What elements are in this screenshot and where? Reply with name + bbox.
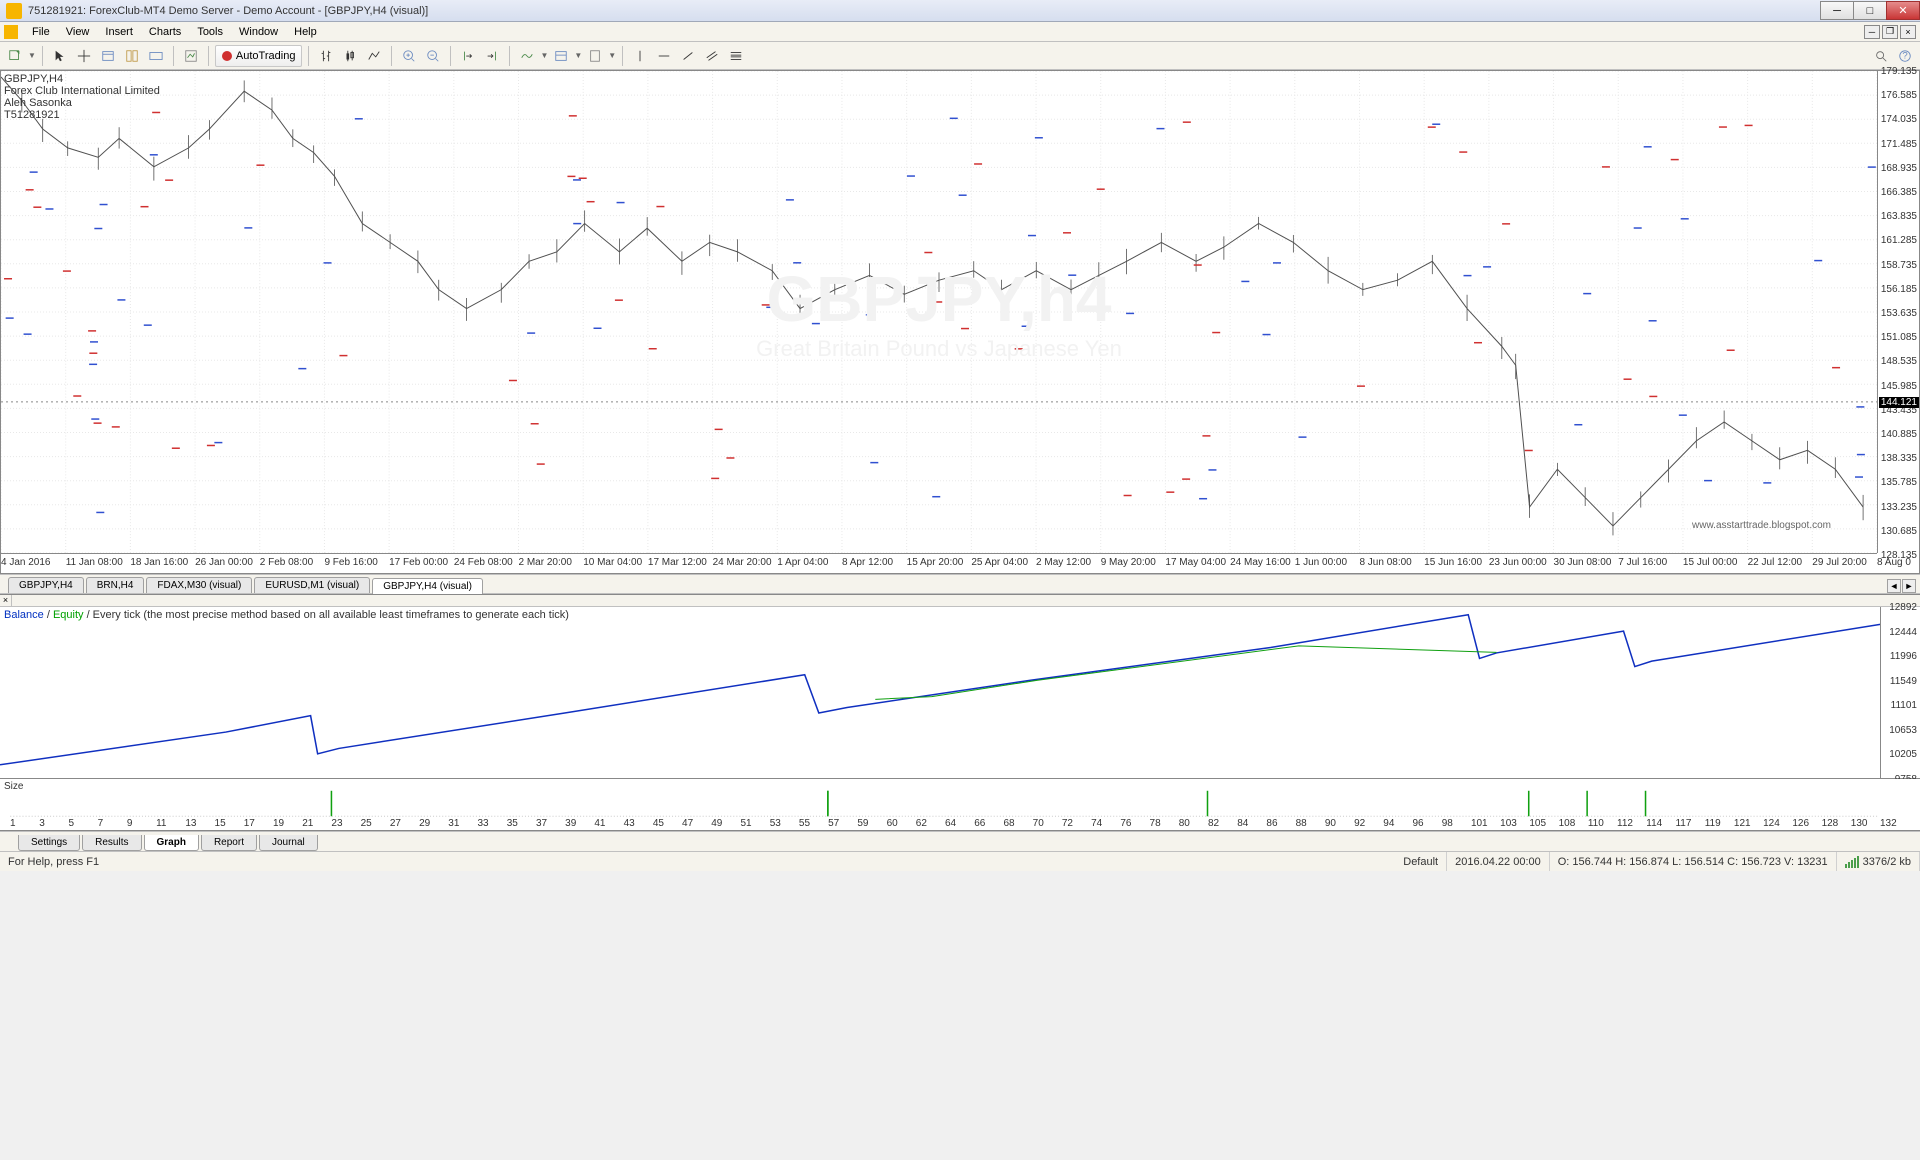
equity-chart[interactable]: Balance / Equity / Every tick (the most …	[0, 607, 1920, 779]
toolbar: ▼ AutoTrading ▼ ▼ ▼ ?	[0, 42, 1920, 70]
title-bar: 751281921: ForexClub-MT4 Demo Server - D…	[0, 0, 1920, 22]
tester-tab-report[interactable]: Report	[201, 835, 257, 851]
fibonacci-button[interactable]	[725, 45, 747, 67]
tester-panel: × Balance / Equity / Every tick (the mos…	[0, 594, 1920, 851]
terminal-button[interactable]	[145, 45, 167, 67]
chart-tab[interactable]: GBPJPY,H4 (visual)	[372, 578, 483, 594]
maximize-button[interactable]: □	[1853, 1, 1887, 20]
market-watch-button[interactable]	[97, 45, 119, 67]
strategy-tester-button[interactable]	[180, 45, 202, 67]
autotrading-label: AutoTrading	[236, 50, 296, 62]
app-icon	[6, 3, 22, 19]
size-x-axis: 1357911131517192123252729313335373941434…	[10, 816, 1880, 830]
mdi-close-button[interactable]: ×	[1900, 25, 1916, 39]
status-ohlcv: O: 156.744 H: 156.874 L: 156.514 C: 156.…	[1550, 852, 1837, 871]
menu-insert[interactable]: Insert	[97, 24, 141, 40]
templates-button[interactable]	[584, 45, 606, 67]
candle-chart-button[interactable]	[339, 45, 361, 67]
autotrading-button[interactable]: AutoTrading	[215, 45, 303, 67]
auto-scroll-button[interactable]	[481, 45, 503, 67]
chart-tab[interactable]: BRN,H4	[86, 577, 145, 593]
status-help: For Help, press F1	[0, 852, 1395, 871]
timeframes-button[interactable]	[550, 45, 572, 67]
tab-scroll-button[interactable]: ◄	[1887, 579, 1901, 593]
zoom-out-button[interactable]	[422, 45, 444, 67]
menu-bar: FileViewInsertChartsToolsWindowHelp ─ ❐ …	[0, 22, 1920, 42]
status-connection[interactable]: 3376/2 kb	[1837, 852, 1920, 871]
menu-help[interactable]: Help	[286, 24, 325, 40]
line-chart-button[interactable]	[363, 45, 385, 67]
help-icon[interactable]: ?	[1894, 45, 1916, 67]
connection-bars-icon	[1845, 856, 1859, 868]
autotrading-status-icon	[222, 51, 232, 61]
menu-charts[interactable]: Charts	[141, 24, 189, 40]
tester-close-button[interactable]: ×	[0, 595, 12, 606]
trendline-button[interactable]	[677, 45, 699, 67]
cursor-button[interactable]	[49, 45, 71, 67]
chart-tab[interactable]: EURUSD,M1 (visual)	[254, 577, 370, 593]
tester-tab-settings[interactable]: Settings	[18, 835, 80, 851]
status-datetime: 2016.04.22 00:00	[1447, 852, 1550, 871]
tester-tabs: SettingsResultsGraphReportJournal	[0, 831, 1920, 851]
indicators-button[interactable]	[516, 45, 538, 67]
horizontal-line-button[interactable]	[653, 45, 675, 67]
menu-view[interactable]: View	[58, 24, 98, 40]
price-chart[interactable]: GBPJPY,h4 Great Britain Pound vs Japanes…	[0, 70, 1920, 574]
tester-tab-graph[interactable]: Graph	[144, 835, 199, 851]
menu-tools[interactable]: Tools	[189, 24, 231, 40]
minimize-button[interactable]: ─	[1820, 1, 1854, 20]
mdi-restore-button[interactable]: ❐	[1882, 25, 1898, 39]
status-bar: For Help, press F1 Default 2016.04.22 00…	[0, 851, 1920, 871]
mdi-minimize-button[interactable]: ─	[1864, 25, 1880, 39]
chart-tab[interactable]: FDAX,M30 (visual)	[146, 577, 252, 593]
blog-url-text: www.asstarttrade.blogspot.com	[1692, 520, 1831, 531]
new-chart-button[interactable]	[4, 45, 26, 67]
crosshair-button[interactable]	[73, 45, 95, 67]
chart-tabs: GBPJPY,H4BRN,H4FDAX,M30 (visual)EURUSD,M…	[0, 574, 1920, 594]
tester-tab-journal[interactable]: Journal	[259, 835, 318, 851]
menu-window[interactable]: Window	[231, 24, 286, 40]
svg-text:?: ?	[1902, 50, 1907, 61]
vertical-line-button[interactable]	[629, 45, 651, 67]
equity-y-axis: 128921244411996115491110110653102059758	[1880, 607, 1920, 778]
menu-file[interactable]: File	[24, 24, 58, 40]
zoom-in-button[interactable]	[398, 45, 420, 67]
chart-info-text: GBPJPY,H4Forex Club International Limite…	[4, 73, 160, 121]
shift-chart-button[interactable]	[457, 45, 479, 67]
chart-x-axis: 4 Jan 201611 Jan 08:0018 Jan 16:0026 Jan…	[1, 553, 1877, 573]
status-profile[interactable]: Default	[1395, 852, 1447, 871]
size-chart[interactable]: Size 13579111315171921232527293133353739…	[0, 779, 1920, 831]
bar-chart-button[interactable]	[315, 45, 337, 67]
navigator-button[interactable]	[121, 45, 143, 67]
tab-scroll-button[interactable]: ►	[1902, 579, 1916, 593]
window-title: 751281921: ForexClub-MT4 Demo Server - D…	[28, 5, 1821, 17]
search-button[interactable]	[1870, 45, 1892, 67]
chart-y-axis: 179.135176.585174.035171.485168.935166.3…	[1877, 71, 1919, 553]
mdi-child-icon[interactable]	[4, 25, 18, 39]
channel-button[interactable]	[701, 45, 723, 67]
tester-tab-results[interactable]: Results	[82, 835, 141, 851]
close-button[interactable]: ✕	[1886, 1, 1920, 20]
chart-tab[interactable]: GBPJPY,H4	[8, 577, 84, 593]
